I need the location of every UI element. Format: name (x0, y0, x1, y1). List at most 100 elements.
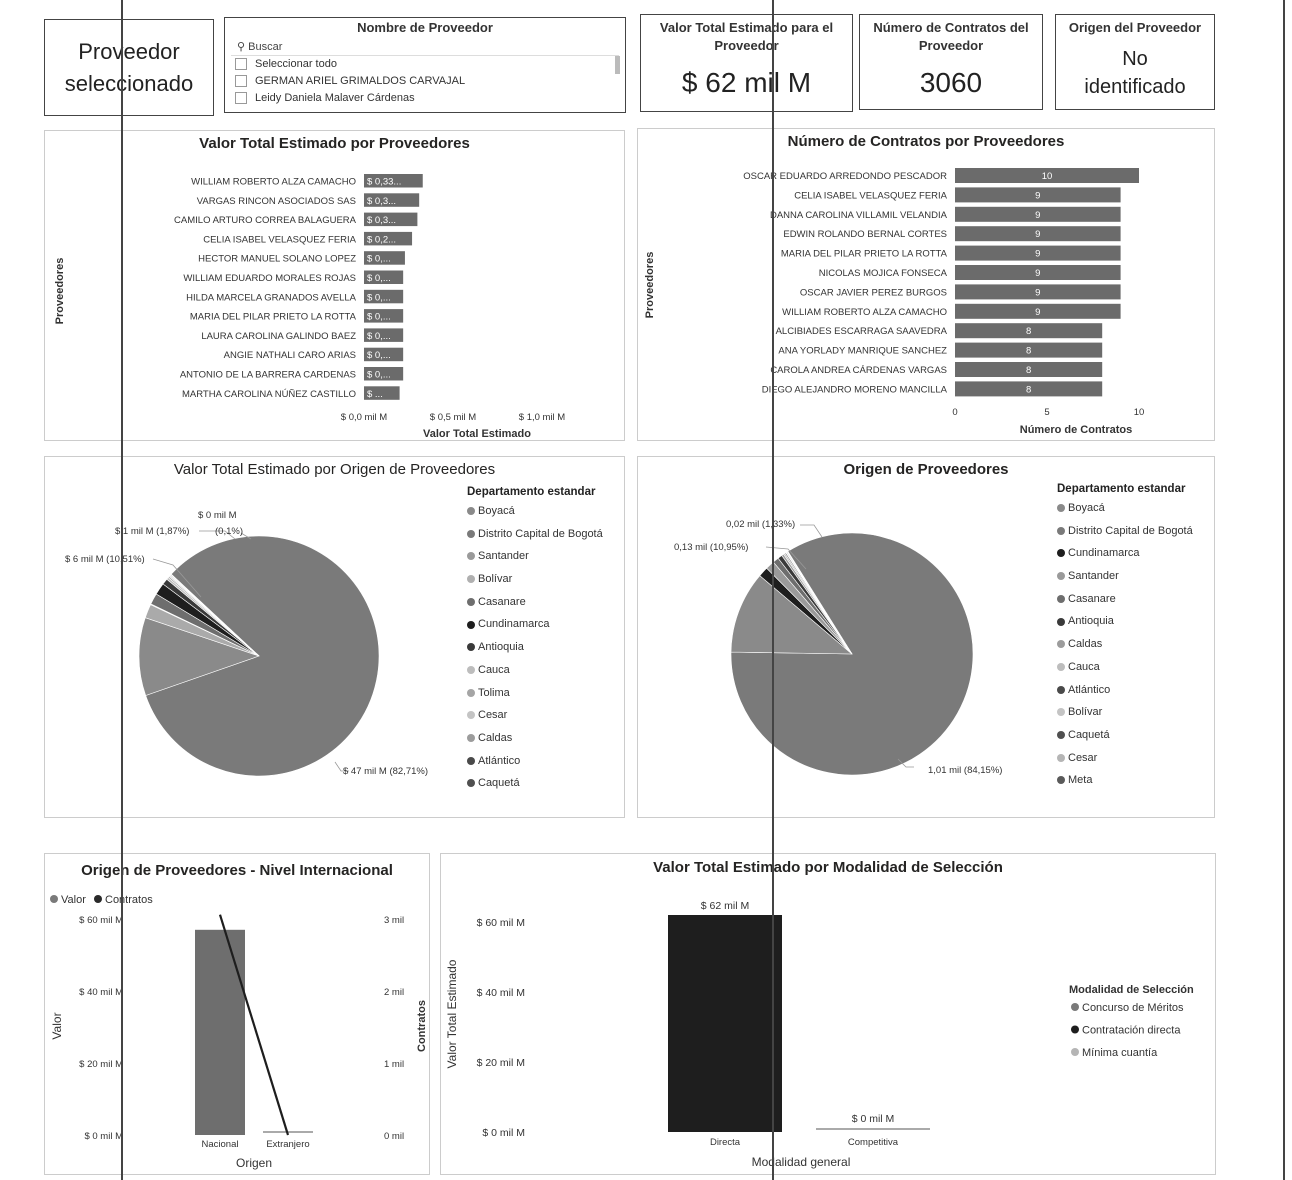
legend-label: Boyacá (478, 505, 515, 517)
leader-line (800, 524, 823, 538)
data-label: 1,01 mil (84,15%) (928, 765, 1002, 776)
category-label: Extranjero (266, 1139, 309, 1150)
legend-item[interactable]: Cundinamarca (467, 613, 603, 636)
legend-label: Antioquia (1068, 615, 1114, 628)
bar (955, 303, 1121, 319)
legend-dot (1057, 708, 1065, 717)
legend-item[interactable]: Cauca (1057, 656, 1193, 679)
origen-proveedores-chart[interactable]: 1,01 mil (84,15%) 0,13 mil (10,95%) 0,02 m… (638, 457, 1053, 819)
legend-item[interactable]: Santander (1057, 565, 1193, 588)
leader-line (152, 558, 202, 598)
legend-item[interactable]: Caldas (467, 727, 603, 750)
legend-dot (1057, 685, 1065, 694)
legend-item[interactable]: Boyacá (1057, 497, 1193, 520)
legend-label: Atlántico (478, 754, 521, 767)
legend-item[interactable]: Tolima (467, 682, 603, 705)
legend-item[interactable]: Antioquia (467, 636, 603, 659)
legend-label: Valor (61, 894, 86, 906)
legend-item[interactable]: Meta (1057, 769, 1193, 792)
category-label: MARTHA CAROLINA NÚÑEZ CASTILLO (182, 389, 356, 400)
legend-label: Meta (1068, 774, 1093, 787)
checkbox[interactable] (235, 92, 247, 105)
pie-slice (170, 573, 260, 657)
bar (364, 347, 404, 362)
legend-item[interactable]: Santander (467, 545, 603, 568)
legend-dot (50, 895, 58, 903)
data-label: $ 0,... (367, 312, 391, 323)
legend-item[interactable]: Bolívar (467, 568, 603, 591)
legend-label: Caldas (1068, 638, 1103, 651)
legend-label: Caquetá (478, 777, 520, 790)
valor-por-origen-chart[interactable]: $ 47 mil M (82,71%) $ 6 mil M (10,51%) $ 1… (45, 457, 465, 819)
legend-dot (467, 529, 475, 538)
legend-dot (467, 507, 475, 516)
contratos-por-proveedor-chart[interactable]: OSCAR EDUARDO ARREDONDO PESCADOR 10 CELIA … (638, 129, 1216, 442)
leader-line (334, 761, 349, 772)
nivel-internacional-chart[interactable]: Valor Contratos $ 60 mil M $ 40 mil M $ 20 m… (45, 854, 431, 1176)
legend-label: Bolívar (478, 573, 513, 586)
valor-por-proveedor-chart[interactable]: WILLIAM ROBERTO ALZA CAMACHO $ 0,33... VAR… (45, 131, 626, 442)
legend-item[interactable]: Bolívar (1057, 701, 1193, 724)
legend-item[interactable]: Antioquia (1057, 610, 1193, 633)
legend-dot (1057, 526, 1065, 535)
search-icon: ⚲ (237, 41, 246, 53)
legend-label: Distrito Capital de Bogotá (1068, 524, 1193, 537)
legend-dot (1057, 776, 1065, 785)
kpi-origen-title: Origen del Proveedor (1068, 20, 1202, 35)
tick-label: 2 mil (384, 987, 404, 998)
bar (364, 193, 420, 207)
leader-line (199, 530, 236, 540)
slicer-search[interactable]: ⚲ Buscar (237, 39, 625, 55)
bar (955, 342, 1103, 358)
tick-label: $ 40 mil M (477, 987, 525, 999)
y-axis-label: Proveedores (54, 258, 66, 325)
checkbox[interactable] (235, 58, 247, 71)
legend-item[interactable]: Casanare (467, 591, 603, 614)
category-label: DANNA CAROLINA VILLAMIL VELANDIA (770, 210, 948, 221)
search-input[interactable]: Buscar (248, 41, 283, 53)
slicer-item[interactable]: Leidy Daniela Malaver Cárdenas (225, 90, 625, 107)
provider-slicer[interactable]: Nombre de Proveedor ⚲ Buscar Seleccionar… (224, 17, 626, 113)
data-label: $ 0,2... (367, 234, 396, 245)
bar (364, 174, 423, 188)
legend-item[interactable]: Boyacá (467, 500, 603, 523)
data-label: 10 (1042, 171, 1053, 182)
tick-label: $ 60 mil M (79, 915, 123, 926)
legend-label: Atlántico (1068, 683, 1111, 696)
legend-item[interactable]: Caquetá (467, 772, 603, 795)
pie-slice (787, 550, 853, 655)
legend-item[interactable]: Caquetá (1057, 724, 1193, 747)
legend-label: Distrito Capital de Bogotá (478, 527, 603, 540)
category-label: OSCAR EDUARDO ARREDONDO PESCADOR (743, 171, 947, 182)
data-label: $ 1 mil M (1,87%) (115, 526, 189, 537)
slicer-item[interactable]: Seleccionar todo (225, 56, 625, 73)
bar (955, 226, 1121, 242)
pie2-legend: Departamento estandar Boyacá Distrito Cap… (1057, 483, 1193, 792)
legend-item[interactable]: Distrito Capital de Bogotá (467, 523, 603, 546)
legend-label: Concurso de Méritos (1082, 1002, 1184, 1014)
scan-line (121, 0, 123, 1180)
legend-item[interactable]: Distrito Capital de Bogotá (1057, 520, 1193, 543)
slicer-item[interactable]: GERMAN ARIEL GRIMALDOS CARVAJAL (225, 73, 625, 90)
bar (195, 929, 245, 1135)
legend-dot (467, 688, 475, 697)
legend-item[interactable]: Cauca (467, 659, 603, 682)
slicer-scrollbar[interactable] (615, 56, 620, 74)
legend-item[interactable]: Atlántico (467, 750, 603, 773)
legend-item[interactable]: Cundinamarca (1057, 542, 1193, 565)
tick-label: $ 60 mil M (477, 917, 525, 929)
modalidad-chart[interactable]: $ 60 mil M $ 40 mil M $ 20 mil M $ 0 mil M $… (441, 854, 1217, 1176)
legend-item[interactable]: Atlántico (1057, 679, 1193, 702)
bar (955, 187, 1121, 203)
legend-item[interactable]: Casanare (1057, 588, 1193, 611)
legend-item[interactable]: Cesar (1057, 747, 1193, 770)
data-label: $ 0,... (367, 254, 391, 265)
legend-item[interactable]: Cesar (467, 704, 603, 727)
checkbox[interactable] (235, 75, 247, 88)
kpi-valor-value: $ 62 mil M (681, 67, 812, 98)
valor-por-proveedor-panel: Valor Total Estimado por Proveedores WIL… (44, 130, 625, 441)
data-label: $ 0,... (367, 370, 391, 381)
category-label: HILDA MARCELA GRANADOS AVELLA (186, 292, 356, 303)
legend-item[interactable]: Caldas (1057, 633, 1193, 656)
tick-label: 3 mil (384, 915, 404, 926)
